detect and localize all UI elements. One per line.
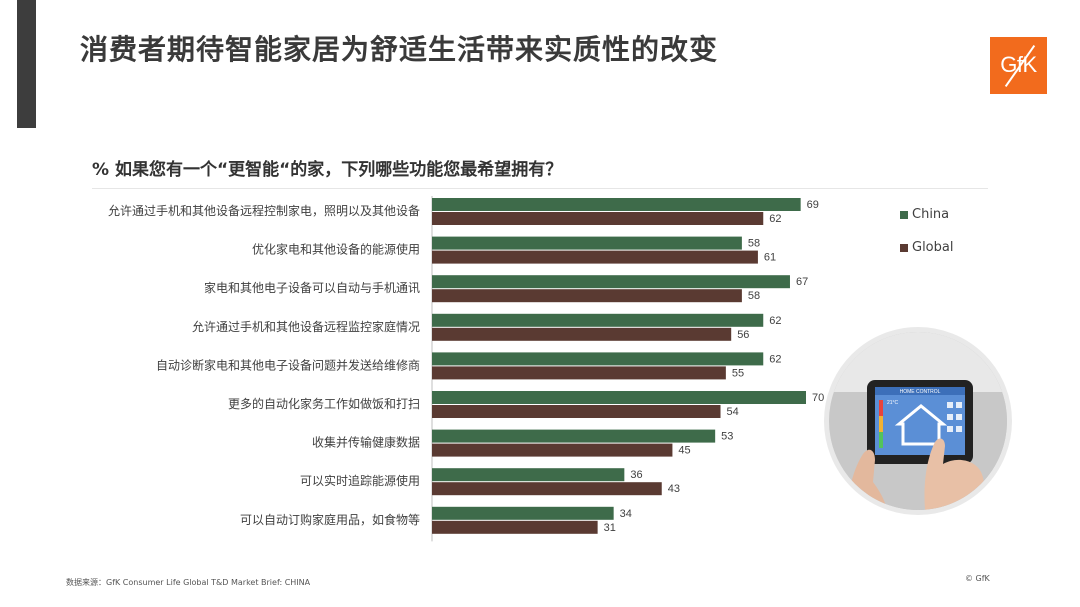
data-label-global: 31	[604, 522, 616, 534]
title-accent-bar	[17, 0, 36, 128]
legend-swatch-china	[900, 210, 908, 219]
data-label-china: 34	[620, 508, 632, 520]
gfk-logo: GfK	[990, 37, 1047, 94]
data-label-china: 36	[630, 469, 642, 481]
category-label: 家电和其他电子设备可以自动与手机通讯	[204, 280, 420, 295]
bar-global	[432, 250, 758, 264]
legend-label-china: China	[912, 207, 950, 222]
bar-china	[432, 313, 764, 327]
data-label-china: 67	[796, 276, 808, 288]
right-hand	[924, 438, 985, 510]
category-label: 优化家电和其他设备的能源使用	[252, 242, 420, 257]
data-label-china: 62	[769, 353, 781, 365]
data-label-global: 56	[737, 329, 749, 341]
bar-global	[432, 443, 673, 457]
bar-china	[432, 468, 625, 482]
bar-china	[432, 391, 806, 404]
data-label-global: 58	[748, 290, 760, 302]
data-label-global: 61	[764, 252, 776, 264]
legend-swatch-global	[900, 243, 908, 252]
category-label: 允许通过手机和其他设备远程监控家庭情况	[192, 319, 420, 334]
screen-temperature: 21°C	[887, 400, 899, 406]
bar-china	[432, 352, 764, 366]
screen-title: HOME CONTROL	[900, 389, 941, 395]
chart-title: % 如果您有一个“更智能“的家，下列哪些功能您最希望拥有？	[92, 160, 563, 180]
source-note: 数据来源：GfK Consumer Life Global T&D Market…	[66, 578, 311, 587]
category-label: 自动诊断家电和其他电子设备问题并发送给维修商	[156, 357, 420, 372]
data-label-global: 55	[732, 367, 744, 379]
bar-global	[432, 366, 726, 380]
copyright: © GfK	[965, 574, 990, 583]
data-label-china: 53	[721, 431, 733, 443]
bar-global	[432, 405, 721, 418]
category-label: 可以实时追踪能源使用	[300, 473, 420, 488]
data-label-global: 62	[769, 213, 781, 225]
bar-china	[432, 275, 790, 289]
smart-home-photo: HOME CONTROL 21°C	[824, 327, 1012, 515]
bar-global	[432, 289, 742, 303]
bar-global	[432, 327, 732, 341]
bar-global	[432, 212, 764, 225]
data-label-china: 70	[812, 392, 824, 404]
category-label: 可以自动订购家庭用品，如食物等	[240, 512, 420, 527]
category-label: 更多的自动化家务工作如做饭和打扫	[228, 396, 420, 411]
data-label-china: 58	[748, 238, 760, 250]
data-label-global: 43	[668, 483, 680, 495]
data-label-global: 54	[727, 406, 739, 418]
category-label: 允许通过手机和其他设备远程控制家电，照明以及其他设备	[108, 203, 420, 218]
data-label-china: 62	[769, 315, 781, 327]
house-icon	[894, 404, 948, 446]
bar-global	[432, 482, 662, 496]
bar-global	[432, 520, 598, 534]
bar-china	[432, 506, 614, 520]
legend-label-global: Global	[912, 240, 954, 255]
bar-china	[432, 236, 742, 250]
bar-china	[432, 198, 801, 211]
legend-item-global: Global	[900, 240, 953, 255]
data-label-global: 45	[678, 445, 690, 457]
legend-item-china: China	[900, 207, 949, 222]
tablet-illustration: HOME CONTROL 21°C	[829, 332, 1007, 510]
bar-china	[432, 429, 716, 443]
logo-text: GfK	[1000, 52, 1037, 77]
data-label-china: 69	[807, 199, 819, 211]
category-label: 收集并传输健康数据	[312, 435, 420, 450]
title-divider	[92, 188, 988, 189]
page-title: 消费者期待智能家居为舒适生活带来实质性的改变	[80, 33, 719, 66]
